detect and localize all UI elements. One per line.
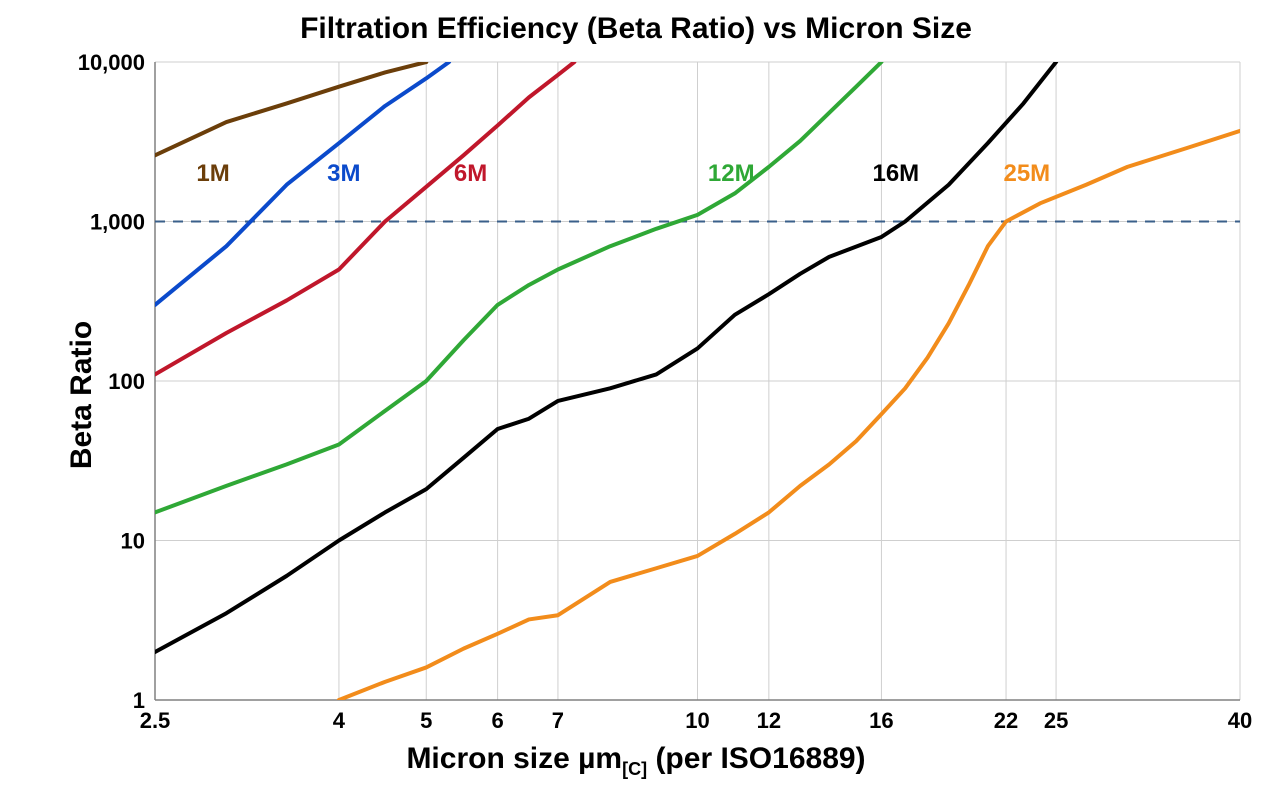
x-tick-label: 25: [1044, 708, 1068, 733]
x-tick-label: 4: [333, 708, 346, 733]
y-tick-label: 10,000: [78, 50, 145, 75]
y-tick-label: 10: [121, 529, 145, 554]
series-label-25M: 25M: [1003, 160, 1050, 187]
x-tick-label: 12: [757, 708, 781, 733]
series-label-16M: 16M: [872, 160, 919, 187]
x-tick-label: 6: [491, 708, 503, 733]
x-tick-label: 16: [869, 708, 893, 733]
chart-svg: 2.545671012162225401101001,00010,0001M3M…: [0, 0, 1272, 790]
y-tick-label: 1,000: [90, 210, 145, 235]
x-tick-label: 10: [685, 708, 709, 733]
series-label-3M: 3M: [327, 160, 360, 187]
x-tick-label: 40: [1228, 708, 1252, 733]
x-tick-label: 5: [420, 708, 432, 733]
x-tick-label: 7: [552, 708, 564, 733]
series-label-6M: 6M: [454, 160, 487, 187]
chart-container: Filtration Efficiency (Beta Ratio) vs Mi…: [0, 0, 1272, 790]
y-tick-label: 100: [108, 369, 145, 394]
series-label-1M: 1M: [196, 160, 229, 187]
x-tick-label: 22: [994, 708, 1018, 733]
y-tick-label: 1: [133, 688, 145, 713]
series-label-12M: 12M: [708, 160, 755, 187]
